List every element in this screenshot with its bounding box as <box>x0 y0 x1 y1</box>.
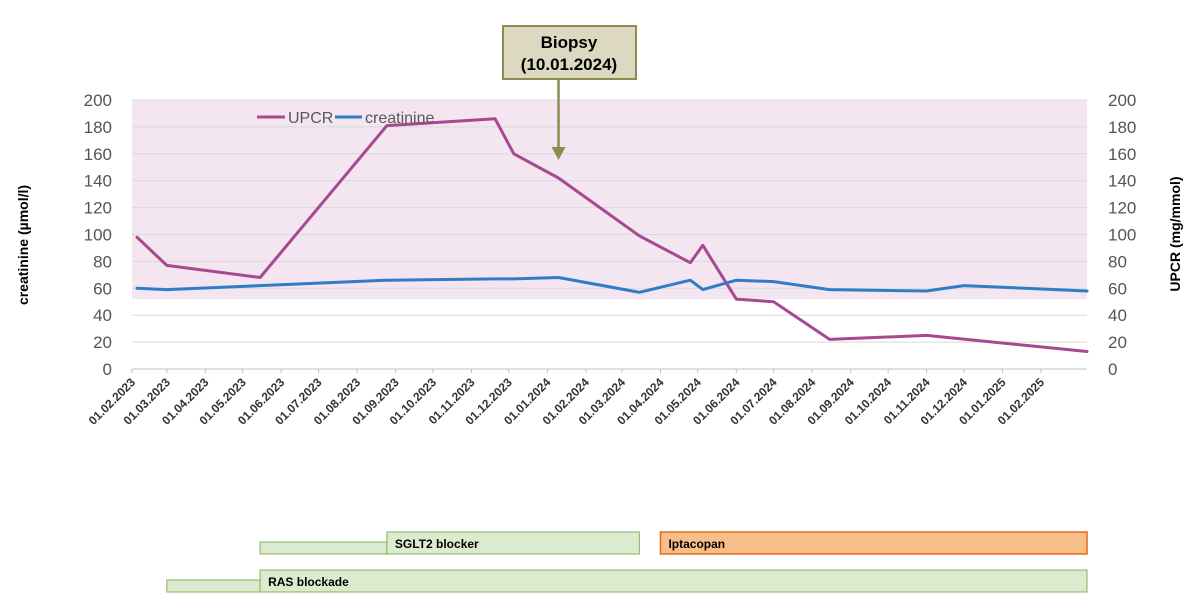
legend: UPCR creatinine <box>257 110 434 127</box>
left-axis-ticks: 0 20 40 60 80 100 120 140 160 180 200 <box>84 91 112 379</box>
treatment-bar-lead-sglt2-blocker <box>259 541 388 555</box>
biopsy-annotation: Biopsy (10.01.2024) <box>502 25 637 160</box>
upcr-shaded-band <box>132 100 1087 300</box>
series-line-upcr <box>135 117 1089 353</box>
biopsy-callout-box <box>502 25 637 80</box>
right-tick-label: 200 <box>1108 91 1136 110</box>
treatment-bars: SGLT2 blocker Iptacopan RAS blockade <box>166 531 1088 593</box>
treatment-bar-lead-ras-blockade <box>166 579 261 593</box>
right-axis-ticks: 0 20 40 60 80 100 120 140 160 180 200 <box>1108 91 1136 379</box>
x-axis-ticks: 01.02.202301.03.202301.04.202301.05.2023… <box>86 369 1047 428</box>
right-axis-title: UPCR (mg/mmol) <box>1167 176 1183 291</box>
left-tick-label: 100 <box>84 226 112 245</box>
left-tick-label: 20 <box>93 333 112 352</box>
right-tick-label: 80 <box>1108 252 1127 271</box>
legend-label-upcr: UPCR <box>288 110 333 127</box>
left-tick-label: 40 <box>93 306 112 325</box>
right-tick-label: 160 <box>1108 145 1136 164</box>
left-tick-label: 180 <box>84 118 112 137</box>
treatment-bar-ras-blockade <box>259 569 1088 593</box>
biopsy-date: (10.01.2024) <box>521 55 617 74</box>
treatment-bar-label-sglt2-blocker: SGLT2 blocker <box>395 537 479 551</box>
left-tick-label: 0 <box>103 360 112 379</box>
left-tick-label: 200 <box>84 91 112 110</box>
biopsy-arrow-head <box>551 147 566 160</box>
left-tick-label: 160 <box>84 145 112 164</box>
gridlines <box>132 99 1087 370</box>
treatment-bar-iptacopan <box>659 531 1088 555</box>
left-tick-label: 80 <box>93 252 112 271</box>
treatment-bar-sglt2-blocker <box>386 531 640 555</box>
right-tick-label: 40 <box>1108 306 1127 325</box>
right-tick-label: 180 <box>1108 118 1136 137</box>
left-axis-title: creatinine (µmol/l) <box>15 185 31 305</box>
right-tick-label: 60 <box>1108 279 1127 298</box>
right-tick-label: 140 <box>1108 172 1136 191</box>
treatment-bar-label-iptacopan: Iptacopan <box>668 537 725 551</box>
right-tick-label: 20 <box>1108 333 1127 352</box>
left-tick-label: 140 <box>84 172 112 191</box>
right-tick-label: 120 <box>1108 199 1136 218</box>
series-line-creatinine <box>135 276 1089 294</box>
right-tick-label: 100 <box>1108 226 1136 245</box>
right-tick-label: 0 <box>1108 360 1117 379</box>
biopsy-label: Biopsy <box>541 33 598 52</box>
left-tick-label: 60 <box>93 279 112 298</box>
left-tick-label: 120 <box>84 199 112 218</box>
series-lines <box>135 117 1089 353</box>
legend-label-creatinine: creatinine <box>365 110 434 127</box>
treatment-bar-label-ras-blockade: RAS blockade <box>268 575 349 589</box>
